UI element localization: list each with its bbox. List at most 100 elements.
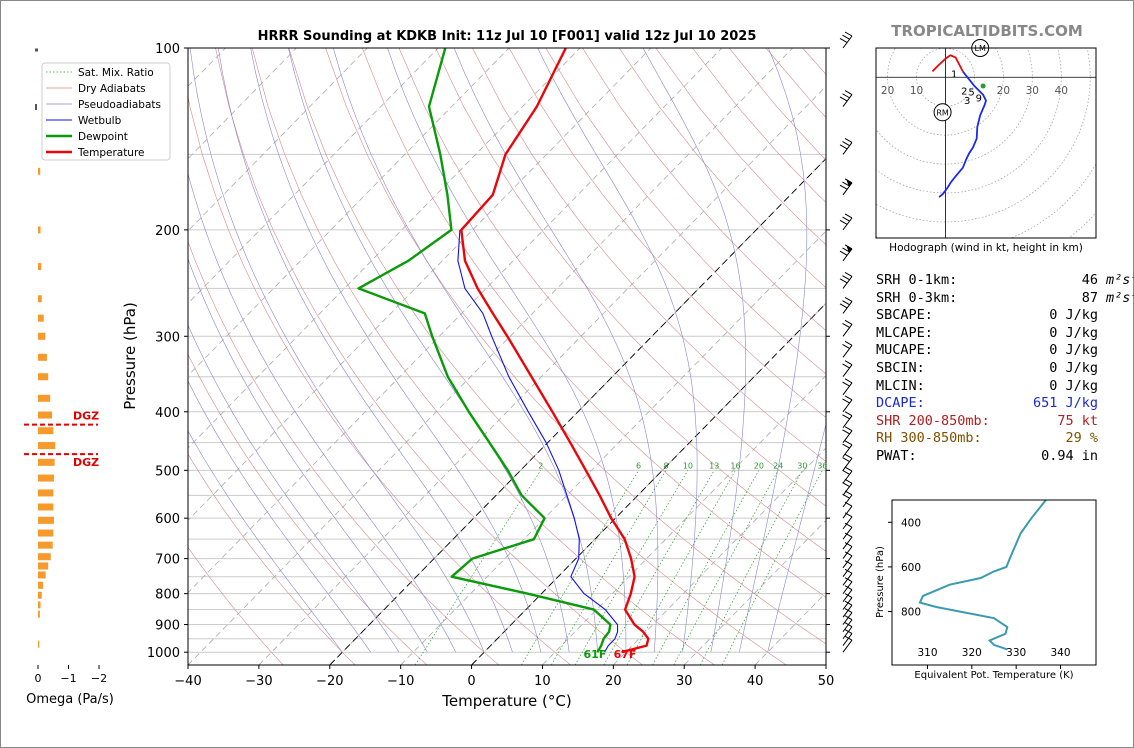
omega-bar: [38, 353, 47, 361]
mixing-ratio-label: 6: [636, 461, 641, 470]
omega-bar: [38, 226, 41, 234]
wind-barb-feather: [842, 443, 850, 449]
wind-barb-staff: [842, 35, 853, 49]
wind-barb-feather: [844, 440, 853, 446]
omega-bar: [38, 458, 55, 466]
index-row: PWAT: 0.94 in: [876, 448, 1098, 466]
index-value: 75 kt: [1057, 412, 1098, 429]
theta-e-xtick-label: 330: [1006, 647, 1026, 659]
skewt-plot-frame: [187, 47, 827, 666]
dry-adiabat-line: [362, 48, 826, 598]
pressure-tick-label: 500: [155, 464, 180, 479]
mixing-ratio-line: [550, 470, 667, 665]
wind-barb-feather: [844, 213, 853, 219]
index-value: 0 J/kg: [1049, 360, 1098, 376]
wind-barb-staff: [842, 470, 853, 484]
omega-bar: [38, 541, 53, 549]
omega-bar: [38, 167, 41, 175]
hodograph-mean-wind-dot: [980, 83, 986, 89]
omega-bar: [38, 373, 49, 381]
theta-e-clip: [918, 500, 1047, 651]
hodograph-trace-upper: [938, 70, 987, 198]
wind-barb-feather: [842, 457, 850, 462]
dry-adiabat-line: [398, 48, 826, 552]
temp-tick-label: −10: [387, 674, 414, 689]
omega-bar: [38, 427, 54, 435]
wind-barb-feather: [842, 141, 850, 147]
pseudoadiabat-line: [767, 422, 826, 653]
skewt-profiles: [357, 48, 650, 654]
omega-bar: [38, 571, 46, 579]
hodograph-ring-label: 20: [881, 85, 894, 97]
wind-barb-staff: [842, 323, 853, 337]
wind-barbs-column: [839, 31, 853, 653]
index-value: 29 %: [1065, 430, 1098, 447]
index-label: SBCAPE:: [876, 307, 933, 324]
wind-barb-staff: [842, 364, 853, 378]
omega-bar: [38, 503, 54, 511]
wind-barb-staff: [842, 301, 853, 314]
index-label: MLCIN:: [876, 377, 925, 394]
omega-bar: [38, 553, 51, 561]
dry-adiabat-line: [188, 353, 428, 665]
pseudoadiabat-line: [739, 48, 808, 653]
omega-panel: DGZ DGZ 0 −1 −2: [24, 48, 107, 685]
pseudoadiabat-line: [288, 48, 570, 653]
wind-barb-feather: [839, 37, 848, 43]
dgz-label: DGZ: [73, 410, 99, 423]
mixing-ratio-label: 16: [730, 461, 740, 470]
pressure-tick-label: 600: [155, 512, 180, 527]
theta-e-xtick-label: 340: [1050, 647, 1070, 659]
hodograph-trace-lower: [931, 54, 964, 73]
wind-barb-feather: [839, 250, 848, 256]
dry-adiabat-line: [288, 48, 787, 665]
wind-barb-feather: [842, 398, 850, 404]
pressure-tick-label: 100: [155, 42, 180, 57]
wind-barb-feather: [839, 184, 848, 190]
hodograph-height-label: 9: [976, 94, 982, 105]
wind-barb-staff: [842, 597, 853, 610]
skewt-ylabel: Pressure (hPa): [121, 302, 139, 410]
omega-bar: [38, 442, 56, 450]
mixing-ratio-label: 8: [664, 461, 669, 470]
index-value: 0 J/kg: [1049, 342, 1098, 359]
wind-barb-feather: [844, 31, 853, 37]
wind-barb-staff: [842, 505, 853, 519]
wind-barb-feather: [844, 478, 853, 484]
wind-barb-feather: [842, 181, 850, 187]
wind-barb-feather: [844, 593, 853, 598]
legend-label: Dewpoint: [78, 131, 128, 143]
hodograph-ring-label: 30: [1026, 85, 1039, 97]
wind-barb-pennant: [846, 178, 852, 187]
watermark-logo: TROPICALTIDBITS.COM: [891, 22, 1083, 40]
hodograph-clip: [876, 48, 1096, 238]
mixing-ratio-label: 24: [773, 461, 783, 470]
wind-barb-feather: [844, 272, 853, 277]
pressure-tick-label: 1000: [147, 646, 180, 661]
legend-label: Pseudoadiabats: [78, 99, 161, 111]
hodograph-height-label: 2: [961, 87, 967, 98]
pressure-tick-label: 300: [155, 330, 180, 345]
omega-bar: [38, 591, 42, 599]
omega-bar: [38, 610, 40, 618]
isotherm-line: [683, 519, 826, 665]
omega-bar: [38, 263, 42, 271]
omega-bar: [38, 581, 44, 589]
pseudoadiabat-line: [642, 48, 747, 653]
index-value: 0.94 in: [1041, 448, 1098, 464]
freezing-isotherm-line: [471, 302, 826, 665]
index-row: DCAPE: 651 J/kg: [876, 395, 1098, 413]
isotherm-line: [542, 375, 826, 665]
wind-barb-staff: [842, 382, 853, 396]
omega-tick-label: −2: [91, 672, 107, 685]
pseudoadiabat-line: [189, 48, 485, 653]
index-label: RH 300-850mb:: [876, 430, 982, 447]
mixing-ratio-line: [574, 470, 689, 665]
index-label: DCAPE:: [876, 395, 925, 412]
mixing-ratio-line: [673, 470, 779, 665]
dgz-label: DGZ: [73, 456, 99, 469]
pseudoadiabat-line: [188, 430, 343, 653]
theta-e-ylabel: Pressure (hPa): [875, 546, 886, 618]
